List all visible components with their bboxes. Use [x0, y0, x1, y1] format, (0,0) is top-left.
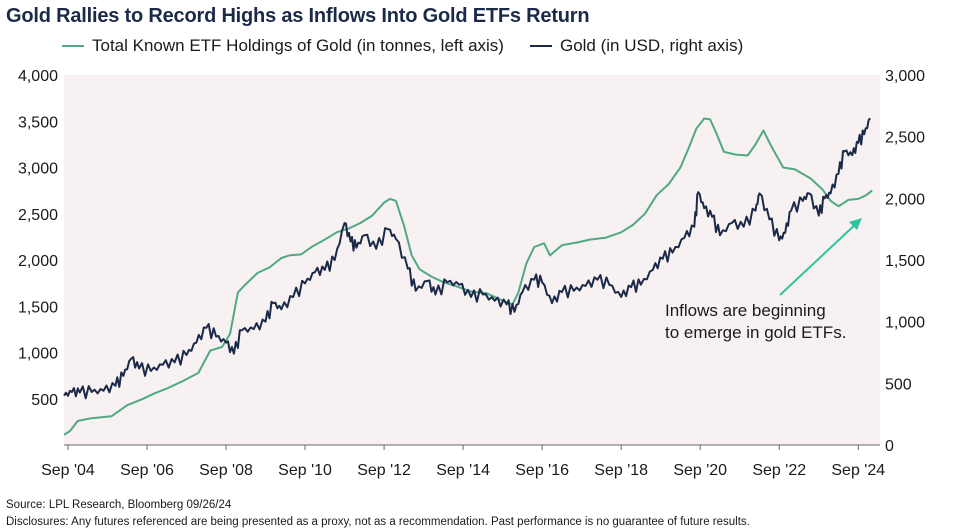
chart: 4,000 3,500 3,000 2,500 2,000 1,500 1,000 500 3… [18, 68, 925, 479]
left-tick-label: 1,500 [18, 299, 58, 316]
right-tick-label: 3,000 [885, 68, 925, 85]
series-line-etf [63, 117, 873, 436]
source-note: Source: LPL Research, Bloomberg 09/26/24 [6, 499, 232, 511]
annotation-line-1: Inflows are beginning [665, 301, 826, 320]
x-tick-label: Sep '18 [594, 462, 648, 479]
x-tick-label: Sep '12 [357, 462, 411, 479]
left-tick-label: 4,000 [18, 68, 58, 85]
left-tick-label: 3,500 [18, 114, 58, 131]
x-tick-label: Sep '14 [436, 462, 490, 479]
annotation-arrowhead-icon [849, 218, 862, 230]
x-tick-label: Sep '04 [41, 462, 95, 479]
x-tick-label: Sep '20 [673, 462, 727, 479]
right-tick-label: 1,000 [885, 315, 925, 332]
left-axis: 4,000 3,500 3,000 2,500 2,000 1,500 1,000 500 [18, 68, 58, 409]
left-tick-label: 2,500 [18, 207, 58, 224]
disclosure-note: Disclosures: Any futures referenced are … [6, 516, 750, 528]
legend-item-etf: Total Known ETF Holdings of Gold (in ton… [62, 36, 504, 56]
left-tick-label: 1,000 [18, 346, 58, 363]
legend-label-etf: Total Known ETF Holdings of Gold (in ton… [92, 36, 504, 55]
legend-swatch-gold [529, 45, 552, 47]
left-tick-label: 2,000 [18, 253, 58, 270]
right-tick-label: 2,500 [885, 130, 925, 147]
annotation: Inflows are beginning to emerge in gold … [665, 218, 862, 342]
legend: Total Known ETF Holdings of Gold (in ton… [62, 36, 743, 56]
right-tick-label: 0 [885, 438, 894, 455]
left-tick-label: 3,000 [18, 161, 58, 178]
annotation-line-2: to emerge in gold ETFs. [665, 323, 846, 342]
x-tick-label: Sep '16 [515, 462, 569, 479]
x-tick-label: Sep '06 [120, 462, 174, 479]
right-tick-label: 1,500 [885, 253, 925, 270]
x-axis: Sep '04 Sep '06 Sep '08 Sep '10 Sep '12 Sep '… [41, 445, 885, 479]
x-tick-label: Sep '10 [278, 462, 332, 479]
legend-label-gold: Gold (in USD, right axis) [559, 36, 744, 55]
x-tick-label: Sep '24 [831, 462, 885, 479]
right-tick-label: 500 [885, 376, 912, 393]
legend-item-gold: Gold (in USD, right axis) [529, 36, 744, 56]
left-tick-label: 500 [31, 392, 58, 409]
x-tick-label: Sep '08 [199, 462, 253, 479]
annotation-arrow [779, 221, 859, 296]
chart-title: Gold Rallies to Record Highs as Inflows … [6, 5, 590, 27]
legend-swatch-etf [62, 45, 84, 47]
x-tick-label: Sep '22 [752, 462, 806, 479]
right-tick-label: 2,000 [885, 191, 925, 208]
series-line-gold [63, 117, 871, 400]
right-axis: 3,000 2,500 2,000 1,500 1,000 500 0 [885, 68, 925, 455]
plot-background [64, 75, 880, 445]
